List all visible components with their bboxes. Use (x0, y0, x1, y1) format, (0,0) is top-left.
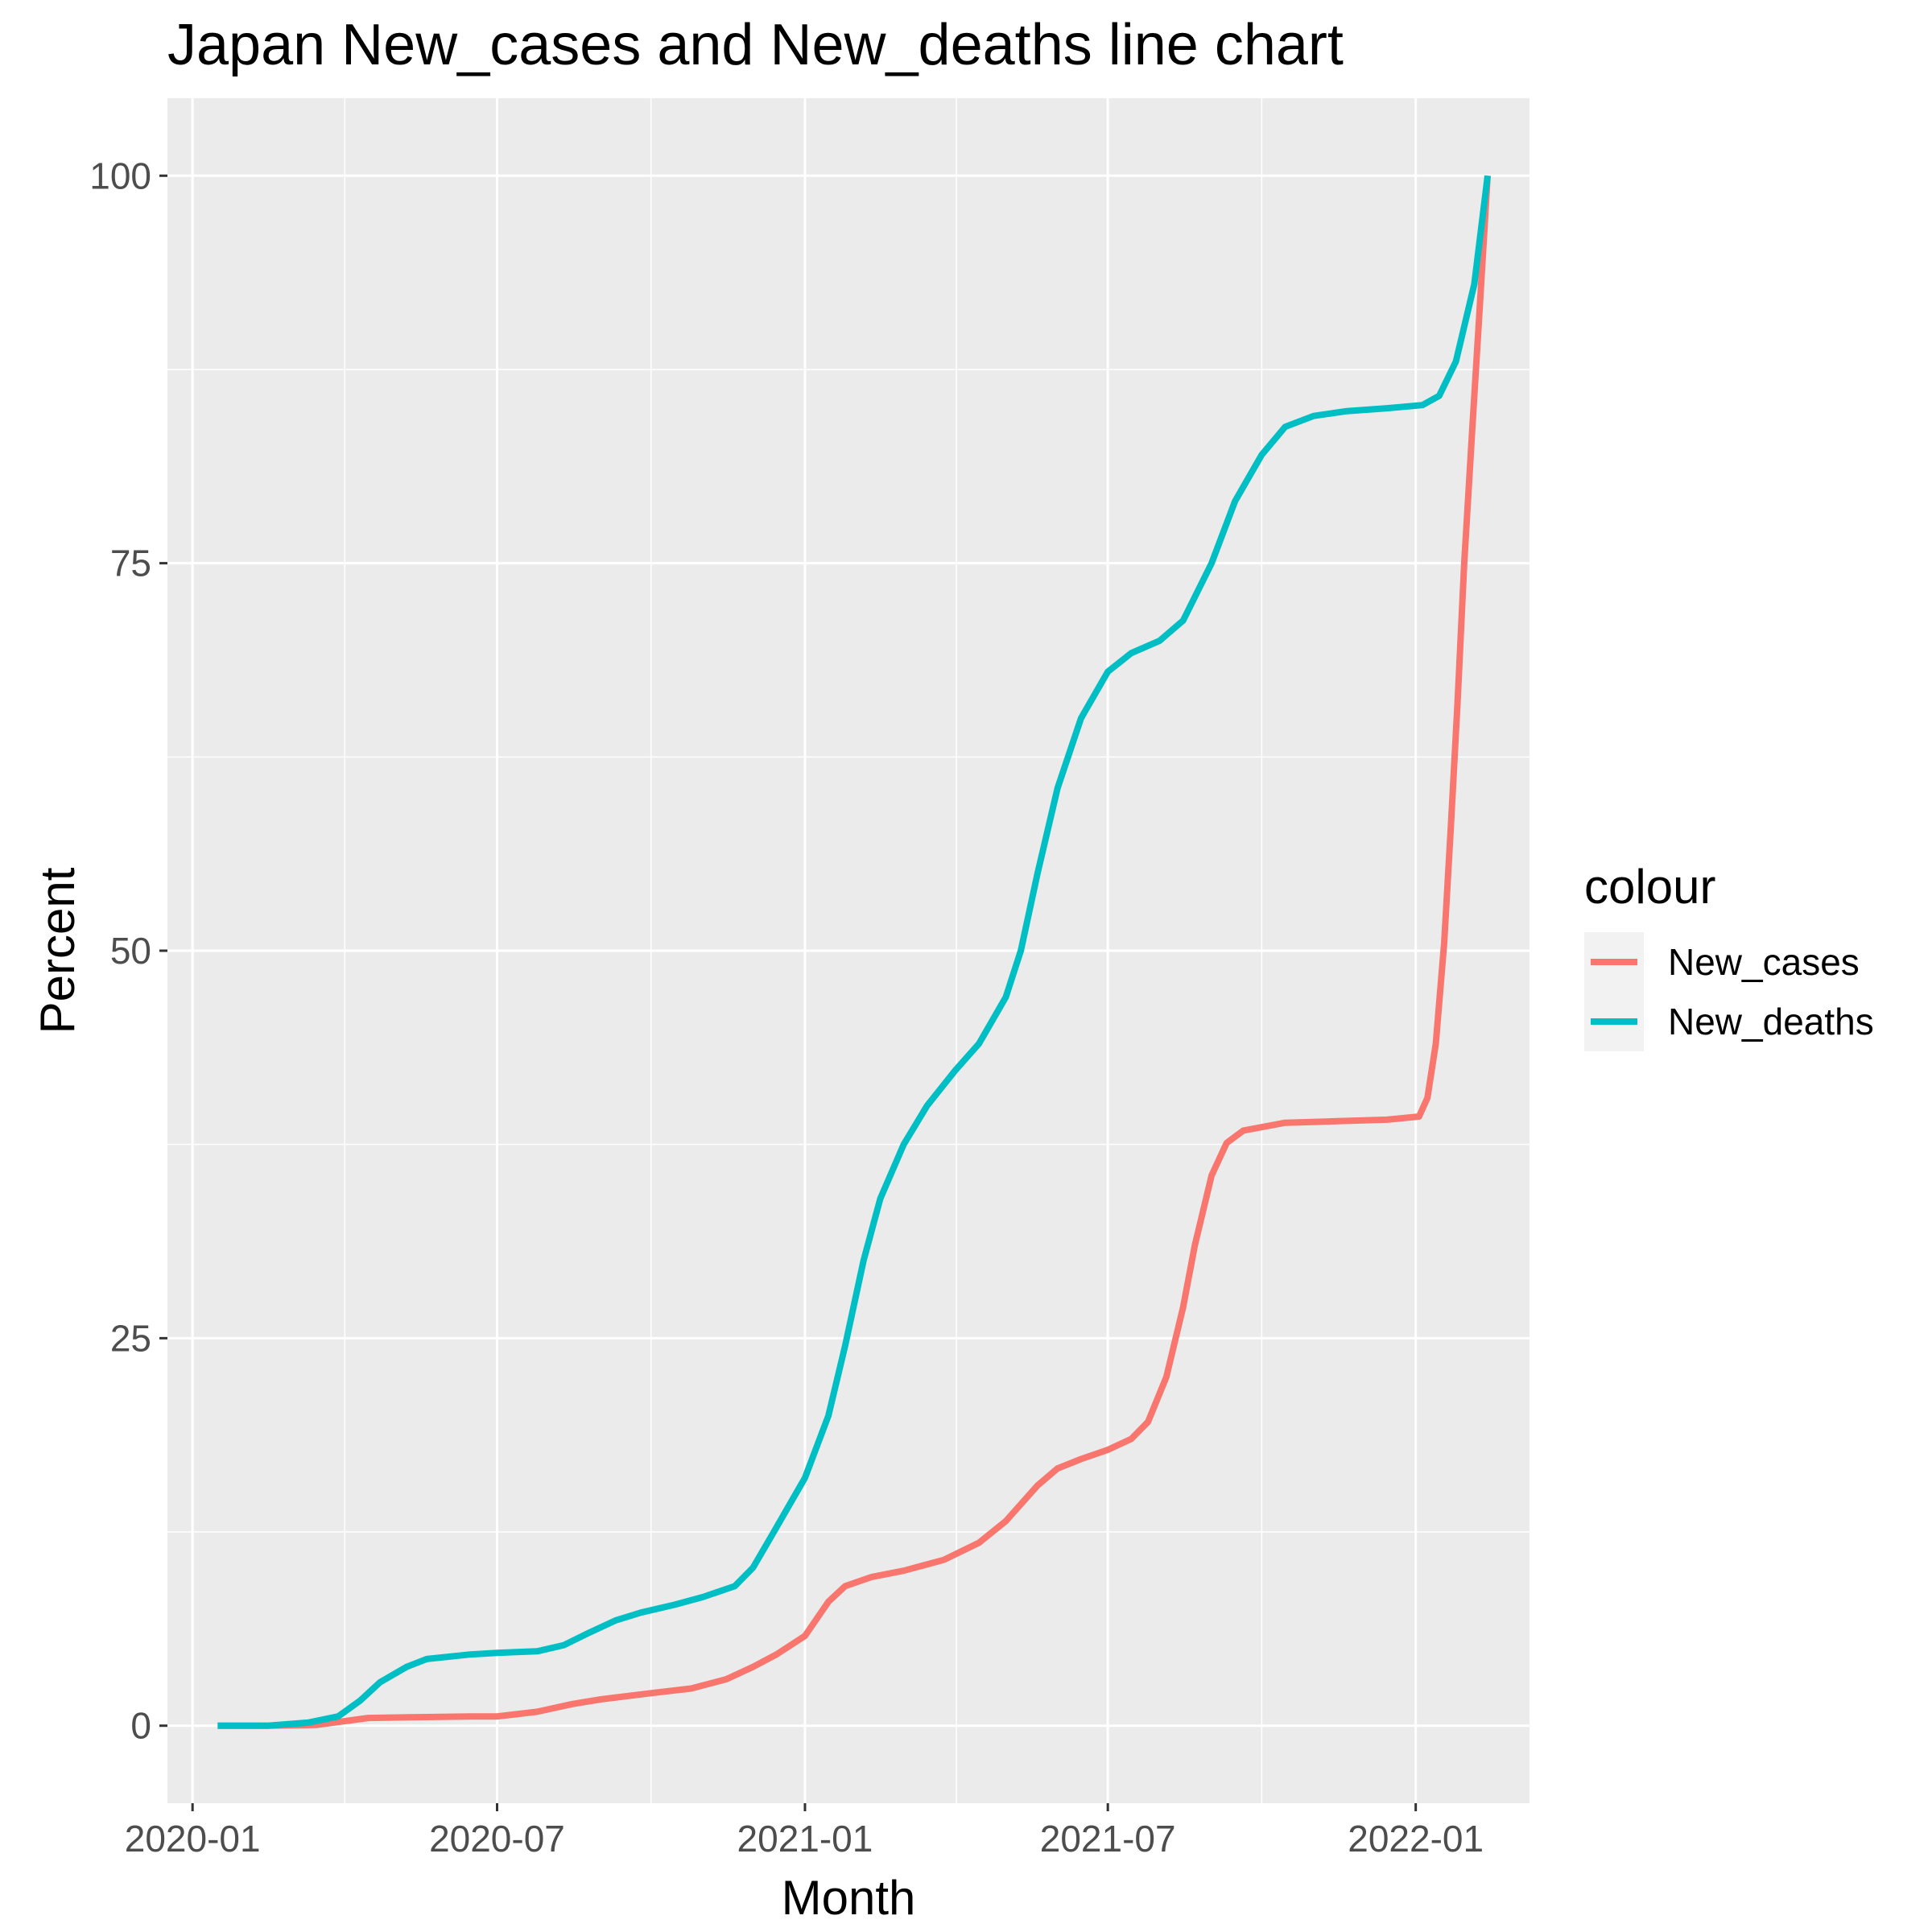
legend-items: New_cases New_deaths (1591, 941, 1874, 1042)
series-line-new-cases (217, 175, 1491, 1729)
legend-title: colour (1584, 860, 1715, 914)
y-tick-label: 25 (110, 1317, 151, 1359)
legend: colour New_cases New_deaths (1584, 860, 1874, 1051)
legend-key-background (1584, 932, 1644, 1051)
chart-title: Japan New_cases and New_deaths line char… (167, 13, 1344, 77)
x-tick-label: 2021-07 (1040, 1818, 1176, 1860)
x-tick-label: 2021-01 (737, 1818, 873, 1860)
y-tick-label: 50 (110, 930, 151, 972)
x-axis: 2020-01 2020-07 2021-01 2021-07 2022-01 (125, 1803, 1484, 1860)
x-tick-label: 2020-01 (125, 1818, 261, 1860)
major-gridlines (167, 98, 1530, 1803)
legend-label: New_deaths (1668, 1001, 1874, 1042)
y-axis: 0 25 50 75 100 (89, 155, 167, 1747)
x-tick-label: 2022-01 (1348, 1818, 1484, 1860)
y-tick-label: 0 (130, 1705, 151, 1747)
y-axis-title: Percent (31, 867, 85, 1034)
y-tick-label: 100 (89, 155, 151, 196)
series-line-new-deaths (217, 175, 1491, 1729)
y-tick-label: 75 (110, 543, 151, 584)
x-axis-title: Month (782, 1871, 916, 1925)
x-tick-label: 2020-07 (429, 1818, 565, 1860)
series-lines (217, 175, 1491, 1729)
legend-label: New_cases (1668, 941, 1860, 983)
